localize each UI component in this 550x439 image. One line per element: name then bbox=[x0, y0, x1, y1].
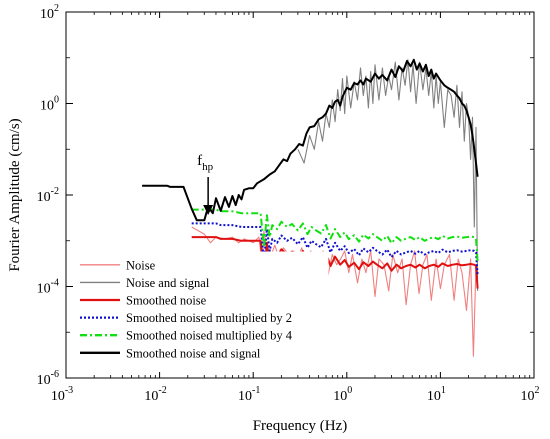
y-tick-label: 10-4 bbox=[37, 278, 59, 297]
x-tick-label: 10-1 bbox=[238, 385, 260, 404]
annotation-layer: fhp bbox=[197, 153, 214, 216]
y-axis-title: Fourier Amplitude (cm/s) bbox=[7, 118, 23, 271]
legend-label-5: Smoothed noised multiplied by 4 bbox=[126, 329, 293, 343]
y-tick-label: 10-2 bbox=[37, 186, 59, 205]
x-axis-title: Frequency (Hz) bbox=[253, 418, 348, 434]
fhp-annotation-label: fhp bbox=[197, 153, 214, 173]
y-tick-label: 100 bbox=[40, 95, 59, 114]
legend-label-6: Smoothed noise and signal bbox=[126, 346, 261, 360]
legend: Noise Noise and signal Smoothed noise Smoot… bbox=[75, 251, 329, 365]
legend-label-1: Noise bbox=[126, 258, 156, 272]
x-tick-label: 101 bbox=[427, 385, 446, 404]
legend-label-4: Smoothed noised multiplied by 2 bbox=[126, 311, 292, 325]
x-tick-label: 10-2 bbox=[144, 385, 166, 404]
series-line-5 bbox=[191, 208, 479, 262]
y-tick-label: 102 bbox=[40, 3, 59, 22]
axes-layer: 10-3 10-2 10-1 100 101 102 10-6 10-4 10-2 100 102 bbox=[37, 3, 540, 404]
x-tick-label: 102 bbox=[521, 385, 540, 404]
annotation-arrow-head bbox=[203, 205, 214, 216]
series-line-2 bbox=[297, 59, 479, 291]
y-tick-label: 10-6 bbox=[37, 369, 59, 388]
legend-box bbox=[75, 251, 329, 365]
legend-label-3: Smoothed noise bbox=[126, 294, 207, 308]
x-tick-label: 10-3 bbox=[51, 385, 73, 404]
legend-label-2: Noise and signal bbox=[126, 276, 210, 290]
series-line-6 bbox=[142, 58, 479, 222]
x-tick-label: 100 bbox=[333, 385, 352, 404]
